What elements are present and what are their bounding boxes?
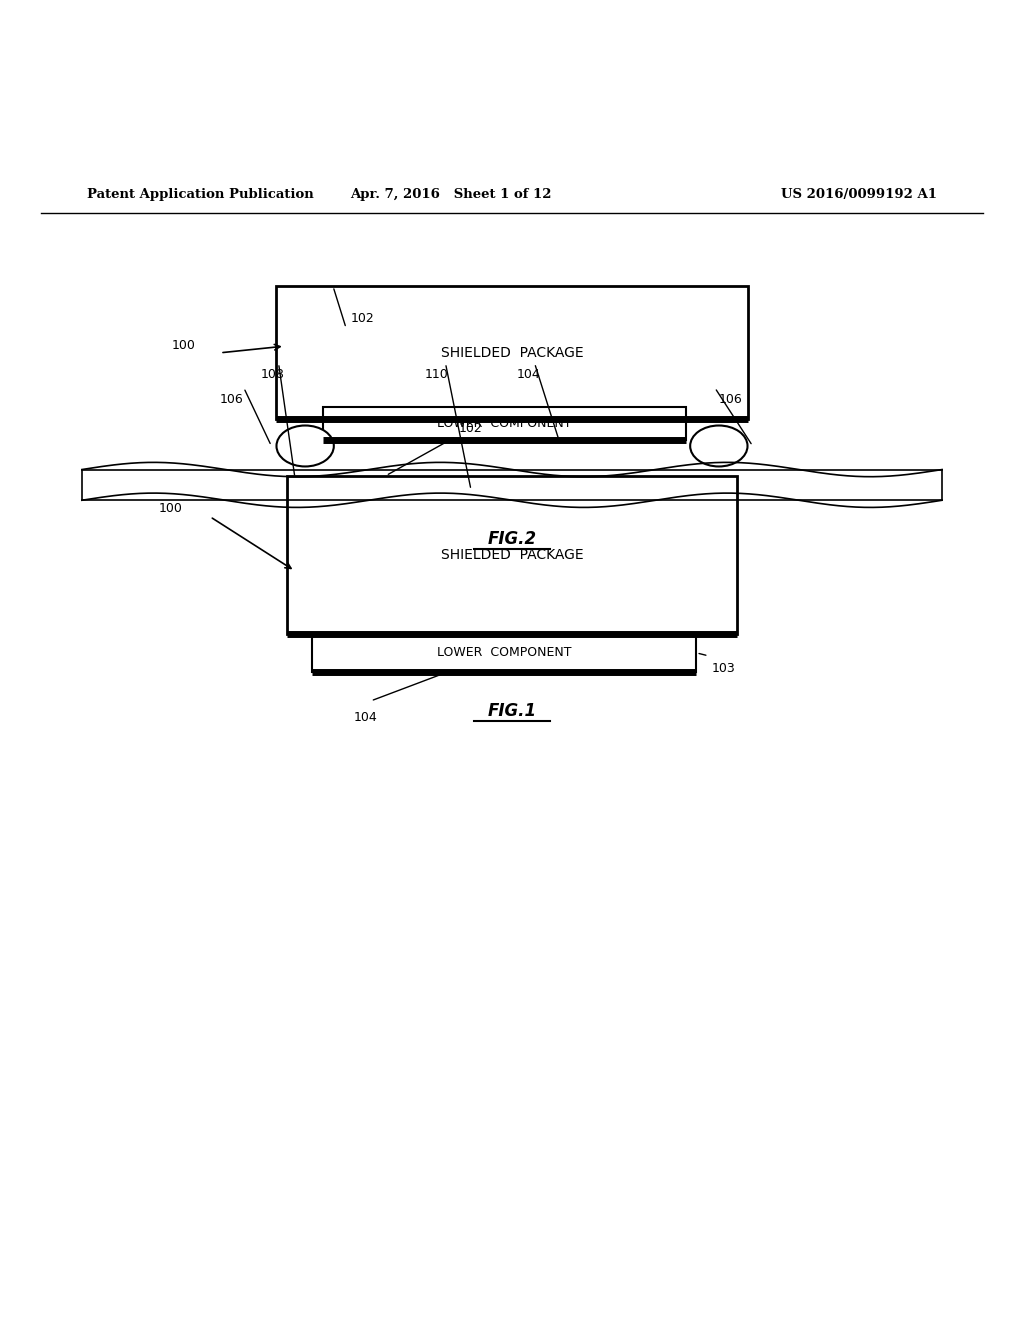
Bar: [323, 407, 686, 440]
Text: US 2016/0099192 A1: US 2016/0099192 A1: [781, 187, 937, 201]
Text: 106: 106: [719, 393, 742, 405]
Text: 100: 100: [172, 339, 196, 352]
Text: SHIELDED  PACKAGE: SHIELDED PACKAGE: [440, 548, 584, 562]
Text: SHIELDED  PACKAGE: SHIELDED PACKAGE: [440, 346, 584, 360]
Text: 108: 108: [261, 368, 285, 381]
Text: 104: 104: [517, 368, 541, 381]
Text: 103: 103: [712, 663, 735, 675]
Text: 110: 110: [425, 368, 449, 381]
Text: Apr. 7, 2016   Sheet 1 of 12: Apr. 7, 2016 Sheet 1 of 12: [350, 187, 551, 201]
Text: LOWER  COMPONENT: LOWER COMPONENT: [437, 647, 571, 659]
Bar: [287, 475, 737, 635]
Text: 100: 100: [159, 502, 182, 515]
Ellipse shape: [276, 425, 334, 466]
Text: 104: 104: [353, 711, 377, 725]
Text: 102: 102: [459, 421, 482, 434]
Bar: [312, 634, 696, 672]
Text: FIG.2: FIG.2: [487, 531, 537, 548]
Bar: [276, 286, 748, 420]
Text: FIG.1: FIG.1: [487, 702, 537, 721]
Text: Patent Application Publication: Patent Application Publication: [87, 187, 313, 201]
Text: 106: 106: [220, 393, 244, 405]
Text: 102: 102: [350, 312, 374, 325]
Ellipse shape: [690, 425, 748, 466]
Text: LOWER  COMPONENT: LOWER COMPONENT: [437, 417, 571, 430]
